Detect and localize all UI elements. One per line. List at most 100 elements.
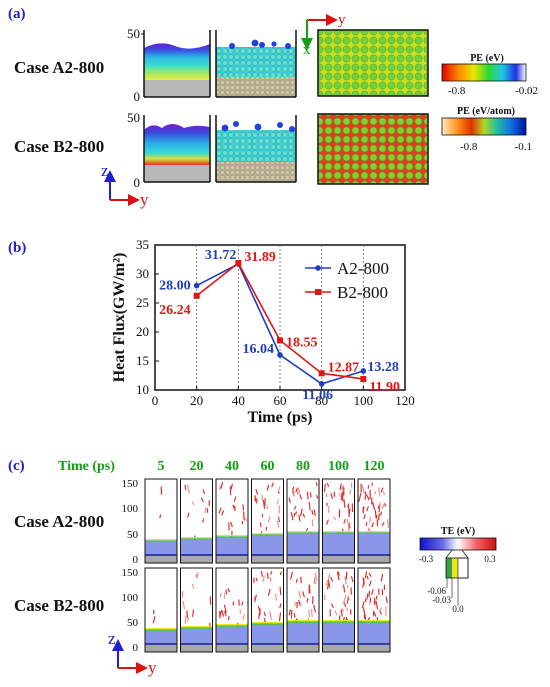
te-snapshot-row2-t100 [322, 567, 355, 653]
te-hot-streak [262, 575, 265, 582]
chart-ytick-label: 10 [136, 382, 149, 397]
te-hot-streak [191, 609, 195, 617]
colorbar-pe-max: -0.02 [515, 85, 538, 97]
te-hot-streak [379, 502, 381, 508]
te-hot-streak [330, 493, 334, 500]
te-hot-streak [311, 509, 314, 515]
panel-a-ytick-50-r1: 50 [127, 26, 140, 41]
te-hot-streak [279, 571, 283, 576]
te-hot-streak [293, 612, 296, 618]
te-hot-streak [288, 609, 291, 616]
te-hot-streak [313, 509, 316, 516]
chart-ylabel: Heat Flux(GW/m²) [111, 253, 128, 383]
te-hot-streak [372, 501, 376, 510]
te-hot-streak [326, 583, 330, 590]
panel-a-zy-axes: z y [101, 161, 149, 209]
te-hot-streak [200, 497, 204, 503]
te-hot-streak [262, 499, 266, 509]
te-hot-streak [269, 571, 273, 575]
te-hot-streak [366, 593, 369, 600]
te-hot-streak [302, 513, 306, 518]
colorbar-te-max: 0.3 [484, 554, 496, 564]
te-snapshot-row2-t80 [286, 567, 320, 653]
te-hot-streak [290, 512, 294, 521]
te-hot-streak [364, 571, 368, 579]
te-liquid-film [323, 533, 354, 555]
te-solid-wall [252, 555, 283, 563]
panel-c-row-label-2: Case B2-800 [14, 596, 104, 615]
chart-data-label-B2-800: 11.90 [369, 380, 400, 395]
te-hot-streak [378, 513, 380, 521]
te-hot-streak [255, 577, 258, 582]
te-hot-streak [294, 511, 298, 515]
te-hot-streak [381, 522, 385, 527]
panel-a-atoms-a2 [215, 30, 297, 98]
chart-data-label-A2-800: 11.06 [302, 388, 333, 403]
te-hot-streak [261, 513, 264, 518]
te-hot-streak [278, 612, 282, 622]
te-hot-streak [330, 576, 334, 582]
te-hot-streak [342, 492, 344, 502]
te-liquid-film [252, 624, 283, 644]
te-solid-wall [323, 555, 354, 563]
chart-point-A2-800 [277, 352, 283, 358]
te-hot-streak [269, 610, 272, 621]
te-hot-streak [374, 509, 377, 519]
te-hot-streak [245, 517, 248, 522]
te-hot-streak [340, 609, 343, 617]
te-snapshot-row1-t20 [180, 478, 213, 564]
te-hot-streak [220, 481, 224, 489]
te-hot-streak [330, 603, 334, 609]
te-hot-streak [343, 499, 346, 508]
te-hot-streak [338, 492, 342, 498]
panel-c-r1-ytick-100: 100 [122, 503, 139, 515]
chart-xtick-label: 0 [152, 393, 159, 408]
chart-point-B2-800 [193, 292, 200, 299]
te-hot-streak [315, 482, 318, 486]
te-liquid-film [181, 628, 212, 644]
te-hot-streak [267, 516, 271, 523]
te-hot-streak [373, 597, 376, 606]
te-hot-streak [325, 580, 329, 586]
te-hot-streak [267, 588, 271, 596]
te-hot-streak [277, 516, 280, 523]
panel-c-axis-y: y [148, 658, 157, 677]
panel-a-colorbar-pe: PE (eV) -0.8 -0.02 [441, 53, 538, 97]
te-liquid-film [216, 626, 248, 644]
te-hot-streak [277, 486, 281, 492]
te-hot-streak [202, 489, 205, 495]
te-liquid-film [358, 622, 390, 644]
panel-c-time-100: 100 [328, 459, 349, 474]
te-hot-streak [196, 572, 199, 578]
chart-xtick-label: 60 [274, 393, 287, 408]
te-hot-streak [374, 491, 377, 495]
te-hot-streak [343, 602, 347, 608]
te-solid-wall [216, 555, 248, 563]
panel-a-topview-b2 [317, 113, 429, 185]
te-hot-streak [300, 576, 302, 584]
panel-c-r2-ytick-100: 100 [122, 592, 139, 604]
te-hot-streak [288, 497, 291, 503]
te-hot-streak [379, 607, 383, 613]
te-solid-wall [145, 644, 177, 652]
te-hot-streak [221, 609, 225, 617]
te-hot-streak [325, 519, 329, 525]
panel-a-topview-axes: y x [301, 12, 346, 58]
panel-a-axis-y: y [140, 190, 149, 209]
panel-a-contour-a2 [141, 30, 211, 98]
te-snapshot-row1-t100 [322, 478, 355, 564]
te-solid-wall [216, 644, 248, 652]
te-hot-streak [380, 573, 384, 582]
chart-xlabel: Time (ps) [247, 409, 312, 426]
te-hot-streak [279, 586, 282, 596]
panel-c-r1-ytick-50: 50 [127, 529, 139, 541]
chart-point-A2-800 [318, 381, 325, 387]
te-hot-streak [373, 612, 377, 617]
panel-a-ytick-0-r1: 0 [134, 89, 141, 104]
te-liquid-film [358, 533, 390, 555]
te-hot-streak [218, 485, 221, 490]
panel-b-label: (b) [8, 240, 26, 256]
te-hot-streak [362, 581, 365, 588]
te-hot-streak [295, 487, 298, 493]
